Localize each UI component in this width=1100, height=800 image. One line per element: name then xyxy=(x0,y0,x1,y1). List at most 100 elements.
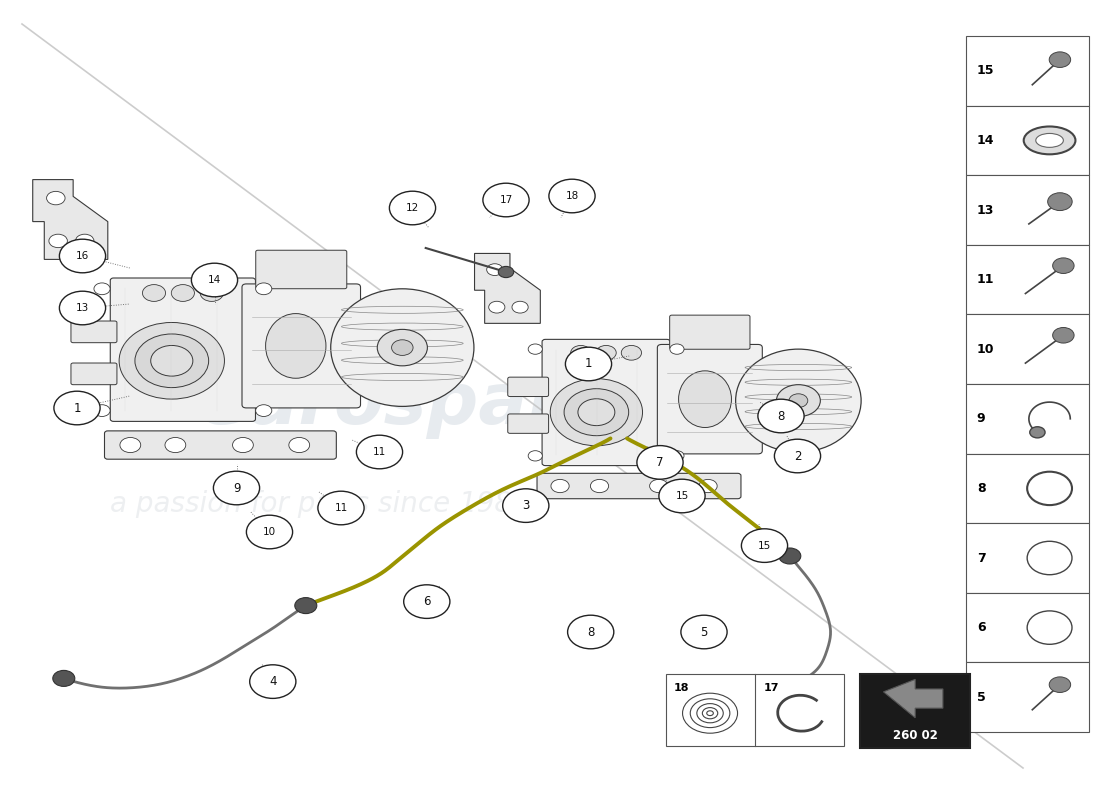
Circle shape xyxy=(1049,52,1070,67)
Circle shape xyxy=(1047,193,1072,210)
Circle shape xyxy=(670,344,684,354)
Circle shape xyxy=(255,283,272,294)
FancyBboxPatch shape xyxy=(110,278,255,422)
Circle shape xyxy=(318,491,364,525)
Circle shape xyxy=(1030,426,1045,438)
Circle shape xyxy=(1049,677,1070,693)
Polygon shape xyxy=(736,374,758,426)
Polygon shape xyxy=(474,254,540,323)
Circle shape xyxy=(356,435,403,469)
Circle shape xyxy=(48,234,67,248)
Text: 15: 15 xyxy=(977,64,994,78)
Bar xyxy=(966,384,1089,454)
Text: 12: 12 xyxy=(406,203,419,213)
Circle shape xyxy=(670,450,684,461)
Circle shape xyxy=(741,529,788,562)
Circle shape xyxy=(135,334,209,388)
Text: 17: 17 xyxy=(499,195,513,205)
Circle shape xyxy=(46,191,65,205)
Circle shape xyxy=(255,405,272,417)
Circle shape xyxy=(528,344,542,354)
Polygon shape xyxy=(331,317,356,377)
Text: 18: 18 xyxy=(565,191,579,201)
Bar xyxy=(966,175,1089,245)
Text: 7: 7 xyxy=(977,551,986,565)
Circle shape xyxy=(488,302,505,313)
Ellipse shape xyxy=(265,314,326,378)
Text: 18: 18 xyxy=(673,683,689,693)
Text: 11: 11 xyxy=(334,503,348,513)
Text: 6: 6 xyxy=(977,621,986,634)
Circle shape xyxy=(637,446,683,479)
Text: 15: 15 xyxy=(675,491,689,501)
Circle shape xyxy=(698,479,717,493)
Circle shape xyxy=(76,234,94,248)
Text: 1: 1 xyxy=(585,358,592,370)
Polygon shape xyxy=(33,179,108,259)
Circle shape xyxy=(568,615,614,649)
Circle shape xyxy=(54,391,100,425)
Ellipse shape xyxy=(1036,134,1064,147)
Ellipse shape xyxy=(1027,472,1072,505)
Circle shape xyxy=(59,291,106,325)
Circle shape xyxy=(789,394,807,407)
Text: 16: 16 xyxy=(76,251,89,261)
Circle shape xyxy=(578,398,615,426)
Circle shape xyxy=(528,450,542,461)
Circle shape xyxy=(549,179,595,213)
FancyBboxPatch shape xyxy=(70,363,117,385)
Text: a passion for parts since 1985: a passion for parts since 1985 xyxy=(110,490,529,518)
FancyBboxPatch shape xyxy=(242,284,361,408)
Circle shape xyxy=(191,263,238,297)
Text: 8: 8 xyxy=(778,410,784,422)
Text: 13: 13 xyxy=(977,203,994,217)
Circle shape xyxy=(377,330,428,366)
Circle shape xyxy=(565,347,612,381)
Circle shape xyxy=(94,283,110,294)
Text: 17: 17 xyxy=(763,683,779,693)
Circle shape xyxy=(779,548,801,564)
Circle shape xyxy=(564,389,629,436)
Circle shape xyxy=(758,399,804,433)
Circle shape xyxy=(389,191,436,225)
Text: 8: 8 xyxy=(977,482,986,495)
Text: 3: 3 xyxy=(522,499,529,512)
Text: 10: 10 xyxy=(977,342,994,356)
Circle shape xyxy=(774,439,821,473)
FancyBboxPatch shape xyxy=(508,414,549,434)
Circle shape xyxy=(777,385,821,417)
Text: 11: 11 xyxy=(977,273,994,286)
Ellipse shape xyxy=(736,349,861,452)
Circle shape xyxy=(295,598,317,614)
Text: eurospares: eurospares xyxy=(198,370,654,439)
Polygon shape xyxy=(883,679,943,718)
Circle shape xyxy=(591,479,608,493)
FancyBboxPatch shape xyxy=(104,431,337,459)
Ellipse shape xyxy=(331,289,474,406)
Circle shape xyxy=(151,346,192,376)
Text: 1: 1 xyxy=(74,402,80,414)
Text: 4: 4 xyxy=(270,675,276,688)
Bar xyxy=(966,245,1089,314)
Circle shape xyxy=(165,438,186,453)
Bar xyxy=(666,674,844,746)
Circle shape xyxy=(404,585,450,618)
Text: 8: 8 xyxy=(587,626,594,638)
Circle shape xyxy=(200,285,223,302)
Circle shape xyxy=(250,665,296,698)
FancyBboxPatch shape xyxy=(542,339,670,466)
FancyBboxPatch shape xyxy=(255,250,346,289)
Circle shape xyxy=(53,670,75,686)
FancyBboxPatch shape xyxy=(508,377,549,397)
Bar xyxy=(860,674,970,748)
Bar xyxy=(966,662,1089,732)
Circle shape xyxy=(1053,327,1074,343)
Text: 5: 5 xyxy=(977,690,986,704)
Circle shape xyxy=(551,479,569,493)
Circle shape xyxy=(498,266,514,278)
Bar xyxy=(966,454,1089,523)
Text: 5: 5 xyxy=(701,626,707,638)
Circle shape xyxy=(486,264,503,275)
Text: 13: 13 xyxy=(76,303,89,313)
Bar xyxy=(966,523,1089,593)
